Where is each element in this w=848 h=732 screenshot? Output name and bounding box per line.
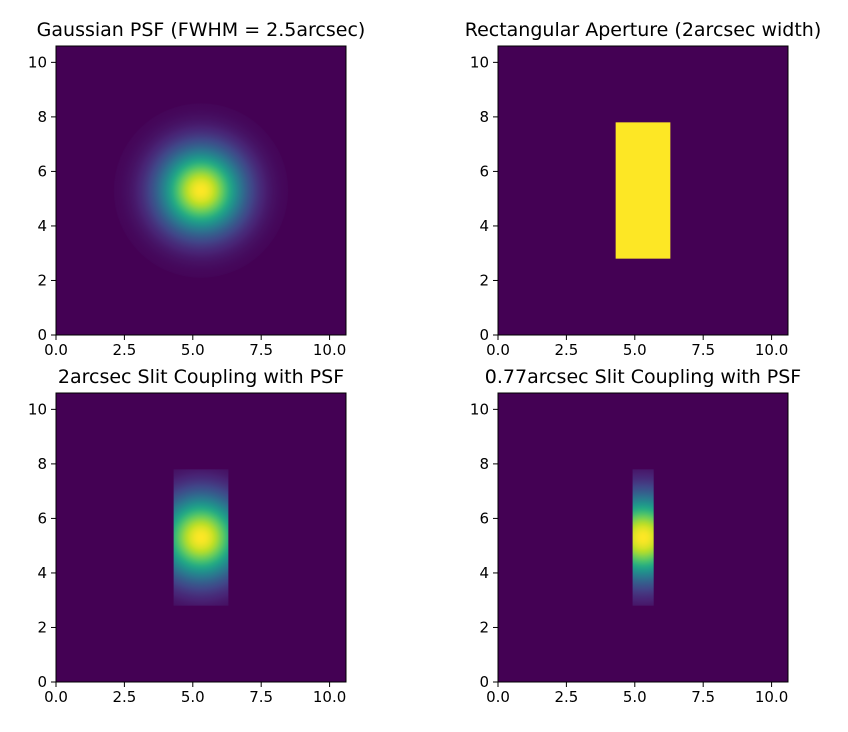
chart-title: 2arcsec Slit Coupling with PSF — [58, 366, 344, 388]
x-tick-label: 10.0 — [313, 341, 346, 359]
x-tick-label: 5.0 — [623, 341, 647, 359]
x-tick-label: 2.5 — [554, 341, 578, 359]
psf-in-slit — [632, 469, 654, 606]
chart-title: Gaussian PSF (FWHM = 2.5arcsec) — [37, 19, 366, 41]
panel-2: Rectangular Aperture (2arcsec width) 0.0 2… — [465, 19, 822, 359]
y-tick-label: 2 — [479, 618, 489, 636]
y-tick-label: 6 — [37, 162, 47, 180]
axes-frame — [55, 45, 347, 336]
x-tick-label: 7.5 — [249, 341, 273, 359]
y-tick-label: 4 — [37, 564, 47, 582]
y-tick-label: 6 — [479, 162, 489, 180]
x-tick-label: 7.5 — [691, 341, 715, 359]
y-tick-label: 4 — [479, 564, 489, 582]
x-tick-label: 7.5 — [691, 688, 715, 706]
x-tick-label: 5.0 — [181, 688, 205, 706]
axes-frame — [497, 45, 789, 336]
x-tick-label: 5.0 — [181, 341, 205, 359]
x-tick-label: 2.5 — [112, 341, 136, 359]
y-tick-label: 4 — [479, 217, 489, 235]
y-tick-label: 6 — [37, 509, 47, 527]
y-tick-label: 8 — [37, 455, 47, 473]
x-tick-label: 10.0 — [313, 688, 346, 706]
y-tick-label: 2 — [479, 271, 489, 289]
y-tick-label: 10 — [470, 53, 489, 71]
panel-1: Gaussian PSF (FWHM = 2.5arcsec) 0.0 2.5 5.0… — [28, 19, 365, 359]
x-tick-label: 5.0 — [623, 688, 647, 706]
x-tick-label: 10.0 — [755, 341, 788, 359]
chart-title: 0.77arcsec Slit Coupling with PSF — [485, 366, 801, 388]
y-tick-label: 10 — [28, 53, 47, 71]
y-tick-label: 8 — [479, 455, 489, 473]
y-tick-label: 0 — [479, 673, 489, 691]
chart-title: Rectangular Aperture (2arcsec width) — [465, 19, 822, 41]
x-tick-label: 0.0 — [486, 341, 510, 359]
psf-in-slit — [173, 469, 229, 606]
y-tick-label: 0 — [37, 326, 47, 344]
x-tick-label: 0.0 — [44, 688, 68, 706]
panel-4: 0.77arcsec Slit Coupling with PSF 0.0 2.5 5… — [470, 366, 801, 706]
panel-3: 2arcsec Slit Coupling with PSF 0.0 2.5 5.0 7… — [28, 366, 347, 706]
y-tick-label: 2 — [37, 618, 47, 636]
y-tick-label: 0 — [479, 326, 489, 344]
x-tick-label: 0.0 — [44, 341, 68, 359]
x-tick-label: 2.5 — [554, 688, 578, 706]
x-tick-label: 2.5 — [112, 688, 136, 706]
axes-frame — [497, 392, 789, 683]
y-tick-label: 8 — [479, 108, 489, 126]
psf-gaussian — [113, 103, 289, 278]
y-tick-label: 4 — [37, 217, 47, 235]
x-tick-label: 10.0 — [755, 688, 788, 706]
axes-frame — [55, 392, 347, 683]
y-tick-label: 0 — [37, 673, 47, 691]
y-tick-label: 8 — [37, 108, 47, 126]
x-tick-label: 0.0 — [486, 688, 510, 706]
y-tick-label: 10 — [470, 400, 489, 418]
aperture-rect — [615, 122, 671, 259]
y-tick-label: 2 — [37, 271, 47, 289]
y-tick-label: 10 — [28, 400, 47, 418]
x-tick-label: 7.5 — [249, 688, 273, 706]
y-tick-label: 6 — [479, 509, 489, 527]
